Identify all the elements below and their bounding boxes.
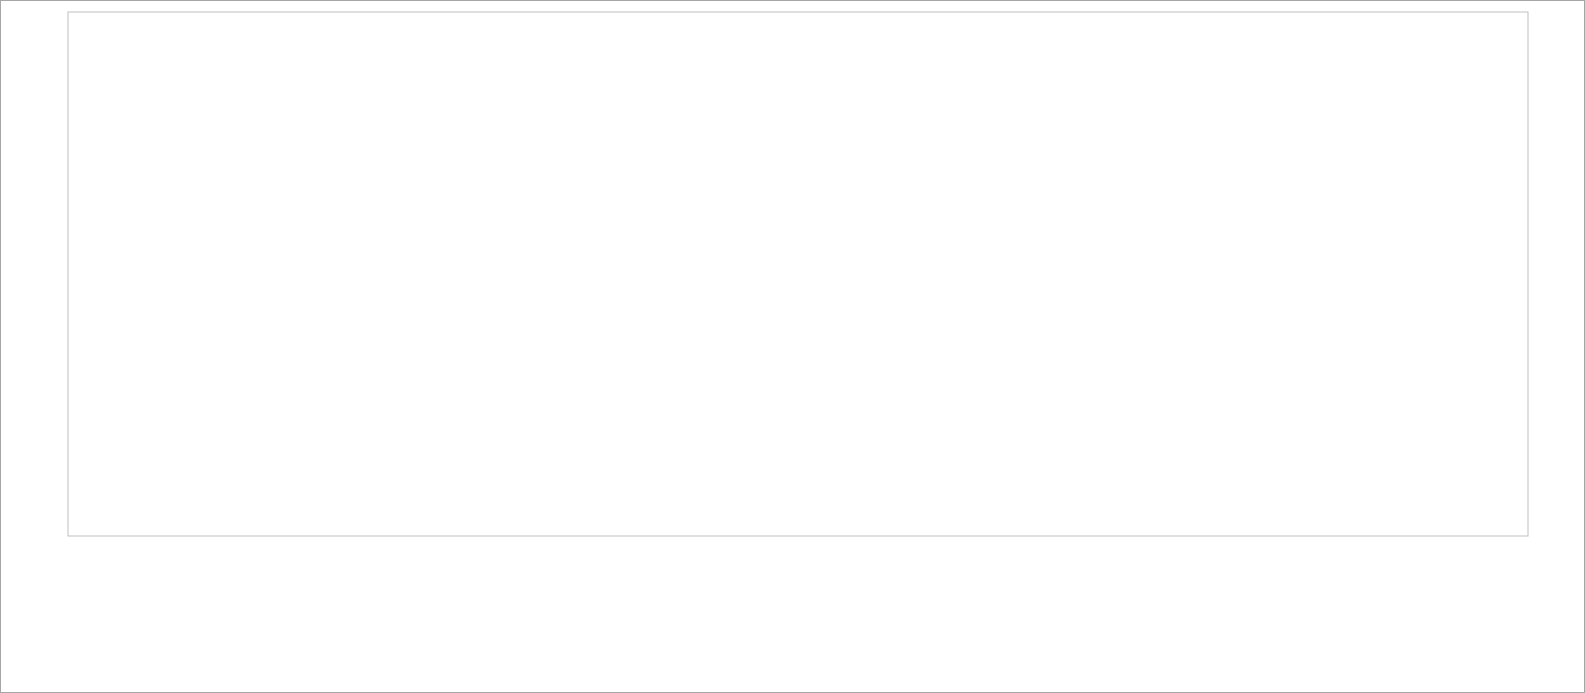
chart-container [0,0,1585,693]
chart-svg [0,0,1585,693]
plot-area [68,12,1528,536]
